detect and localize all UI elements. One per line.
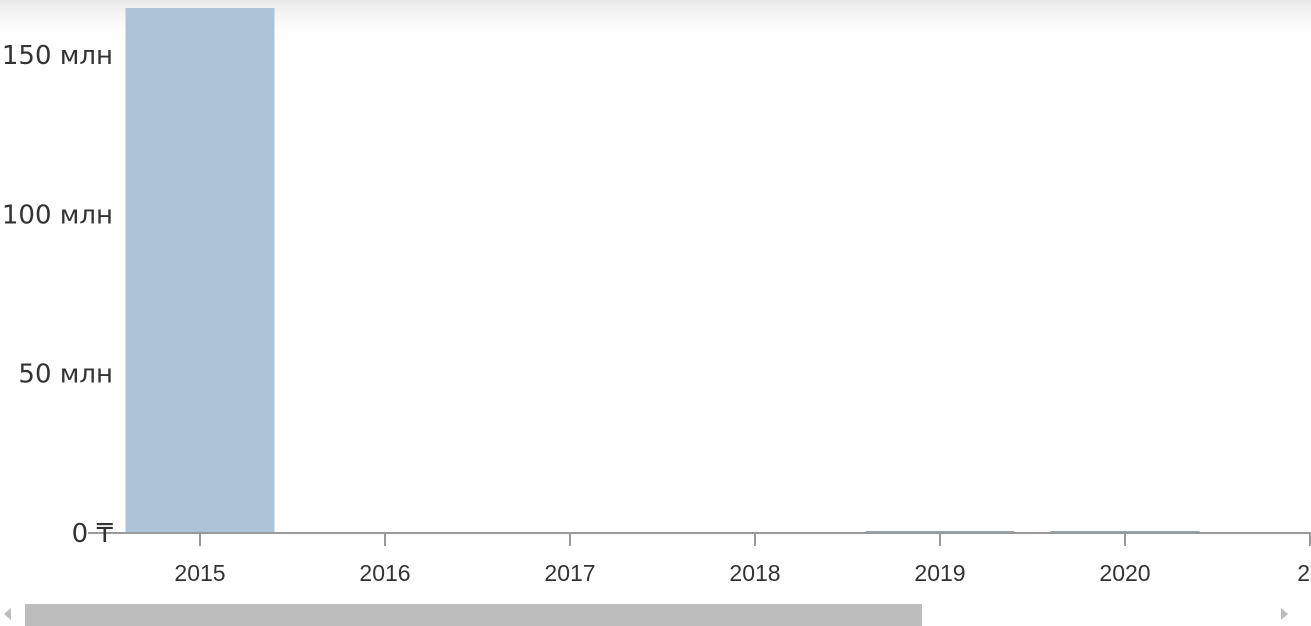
x-tick-label-2016: 2016 <box>359 560 410 586</box>
scrollbar-track[interactable] <box>25 604 1271 626</box>
y-tick-label-2: 100 млн <box>2 200 113 230</box>
x-tick-label-20: 20 <box>1297 560 1311 586</box>
x-tick-label-2017: 2017 <box>544 560 595 586</box>
bar-2015[interactable] <box>125 0 275 534</box>
horizontal-scrollbar[interactable] <box>0 600 1311 626</box>
scrollbar-thumb[interactable] <box>25 604 922 626</box>
x-tick-label-2020: 2020 <box>1099 560 1150 586</box>
y-tick-label-0: 0 ₸ <box>72 519 114 549</box>
scroll-right-icon[interactable] <box>1281 608 1288 620</box>
x-tick-label-2015: 2015 <box>174 560 225 586</box>
scroll-left-icon[interactable] <box>4 608 11 620</box>
x-tick-label-2019: 2019 <box>914 560 965 586</box>
y-tick-label-3: 150 млн <box>2 41 113 71</box>
x-tick-label-2018: 2018 <box>729 560 780 586</box>
y-tick-label-1: 50 млн <box>18 360 113 390</box>
